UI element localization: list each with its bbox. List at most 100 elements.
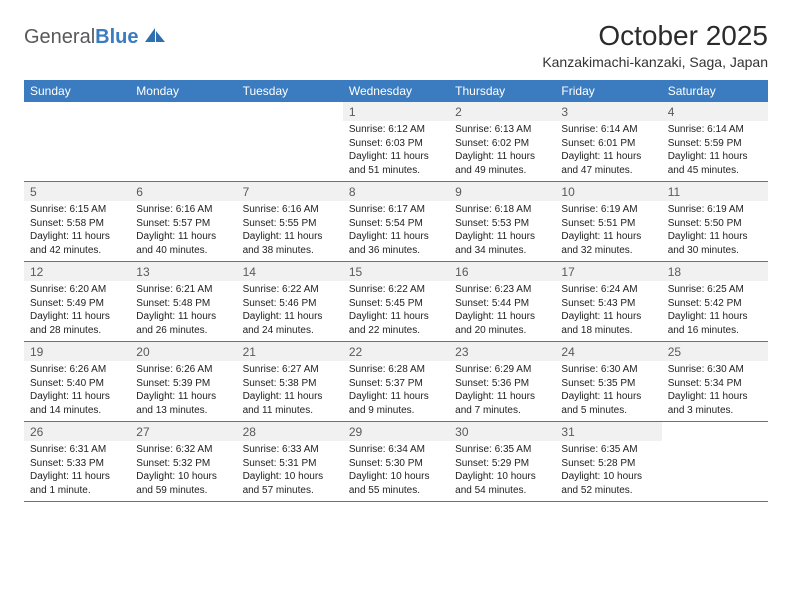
daylight-text: Daylight: 11 hours and 14 minutes. bbox=[30, 390, 124, 417]
day-info: Sunrise: 6:34 AMSunset: 5:30 PMDaylight:… bbox=[343, 441, 449, 501]
sunset-text: Sunset: 5:34 PM bbox=[668, 377, 762, 391]
sunrise-text: Sunrise: 6:24 AM bbox=[561, 283, 655, 297]
day-cell: 1Sunrise: 6:12 AMSunset: 6:03 PMDaylight… bbox=[343, 102, 449, 181]
daylight-text: Daylight: 10 hours and 54 minutes. bbox=[455, 470, 549, 497]
sunrise-text: Sunrise: 6:15 AM bbox=[30, 203, 124, 217]
day-number: 4 bbox=[662, 102, 768, 121]
day-cell: 19Sunrise: 6:26 AMSunset: 5:40 PMDayligh… bbox=[24, 342, 130, 421]
day-cell: 27Sunrise: 6:32 AMSunset: 5:32 PMDayligh… bbox=[130, 422, 236, 501]
sunset-text: Sunset: 5:28 PM bbox=[561, 457, 655, 471]
daylight-text: Daylight: 10 hours and 57 minutes. bbox=[243, 470, 337, 497]
sunset-text: Sunset: 5:30 PM bbox=[349, 457, 443, 471]
sunset-text: Sunset: 6:01 PM bbox=[561, 137, 655, 151]
day-number: 7 bbox=[237, 182, 343, 201]
daylight-text: Daylight: 11 hours and 7 minutes. bbox=[455, 390, 549, 417]
day-info: Sunrise: 6:13 AMSunset: 6:02 PMDaylight:… bbox=[449, 121, 555, 181]
day-number: 26 bbox=[24, 422, 130, 441]
day-cell: 15Sunrise: 6:22 AMSunset: 5:45 PMDayligh… bbox=[343, 262, 449, 341]
day-header: Thursday bbox=[449, 80, 555, 102]
daylight-text: Daylight: 11 hours and 22 minutes. bbox=[349, 310, 443, 337]
sunset-text: Sunset: 5:54 PM bbox=[349, 217, 443, 231]
day-cell: 31Sunrise: 6:35 AMSunset: 5:28 PMDayligh… bbox=[555, 422, 661, 501]
day-info: Sunrise: 6:30 AMSunset: 5:34 PMDaylight:… bbox=[662, 361, 768, 421]
header-bar: GeneralBlue October 2025 Kanzakimachi-ka… bbox=[24, 20, 768, 70]
sunset-text: Sunset: 5:35 PM bbox=[561, 377, 655, 391]
day-cell: 8Sunrise: 6:17 AMSunset: 5:54 PMDaylight… bbox=[343, 182, 449, 261]
sunset-text: Sunset: 5:37 PM bbox=[349, 377, 443, 391]
day-cell: 30Sunrise: 6:35 AMSunset: 5:29 PMDayligh… bbox=[449, 422, 555, 501]
day-cell: 28Sunrise: 6:33 AMSunset: 5:31 PMDayligh… bbox=[237, 422, 343, 501]
calendar-grid: SundayMondayTuesdayWednesdayThursdayFrid… bbox=[24, 80, 768, 502]
day-header-row: SundayMondayTuesdayWednesdayThursdayFrid… bbox=[24, 80, 768, 102]
week-row: 26Sunrise: 6:31 AMSunset: 5:33 PMDayligh… bbox=[24, 422, 768, 502]
day-cell: 10Sunrise: 6:19 AMSunset: 5:51 PMDayligh… bbox=[555, 182, 661, 261]
day-info: Sunrise: 6:27 AMSunset: 5:38 PMDaylight:… bbox=[237, 361, 343, 421]
month-title: October 2025 bbox=[542, 20, 768, 52]
sunrise-text: Sunrise: 6:31 AM bbox=[30, 443, 124, 457]
day-header: Wednesday bbox=[343, 80, 449, 102]
day-info: Sunrise: 6:14 AMSunset: 5:59 PMDaylight:… bbox=[662, 121, 768, 181]
day-info: Sunrise: 6:17 AMSunset: 5:54 PMDaylight:… bbox=[343, 201, 449, 261]
daylight-text: Daylight: 11 hours and 20 minutes. bbox=[455, 310, 549, 337]
sail-icon bbox=[143, 26, 167, 49]
day-cell: 26Sunrise: 6:31 AMSunset: 5:33 PMDayligh… bbox=[24, 422, 130, 501]
sunrise-text: Sunrise: 6:29 AM bbox=[455, 363, 549, 377]
daylight-text: Daylight: 11 hours and 18 minutes. bbox=[561, 310, 655, 337]
location-text: Kanzakimachi-kanzaki, Saga, Japan bbox=[542, 54, 768, 70]
sunset-text: Sunset: 5:59 PM bbox=[668, 137, 762, 151]
day-cell: 29Sunrise: 6:34 AMSunset: 5:30 PMDayligh… bbox=[343, 422, 449, 501]
daylight-text: Daylight: 11 hours and 49 minutes. bbox=[455, 150, 549, 177]
day-number: 21 bbox=[237, 342, 343, 361]
daylight-text: Daylight: 11 hours and 42 minutes. bbox=[30, 230, 124, 257]
week-row: 1Sunrise: 6:12 AMSunset: 6:03 PMDaylight… bbox=[24, 102, 768, 182]
day-info: Sunrise: 6:12 AMSunset: 6:03 PMDaylight:… bbox=[343, 121, 449, 181]
sunrise-text: Sunrise: 6:30 AM bbox=[668, 363, 762, 377]
sunrise-text: Sunrise: 6:28 AM bbox=[349, 363, 443, 377]
sunrise-text: Sunrise: 6:20 AM bbox=[30, 283, 124, 297]
daylight-text: Daylight: 11 hours and 1 minute. bbox=[30, 470, 124, 497]
day-number: 20 bbox=[130, 342, 236, 361]
sunset-text: Sunset: 5:31 PM bbox=[243, 457, 337, 471]
sunset-text: Sunset: 5:48 PM bbox=[136, 297, 230, 311]
week-row: 5Sunrise: 6:15 AMSunset: 5:58 PMDaylight… bbox=[24, 182, 768, 262]
brand-text: GeneralBlue bbox=[24, 26, 139, 49]
sunrise-text: Sunrise: 6:19 AM bbox=[561, 203, 655, 217]
day-number: 12 bbox=[24, 262, 130, 281]
day-number: 17 bbox=[555, 262, 661, 281]
sunrise-text: Sunrise: 6:23 AM bbox=[455, 283, 549, 297]
day-info: Sunrise: 6:15 AMSunset: 5:58 PMDaylight:… bbox=[24, 201, 130, 261]
sunrise-text: Sunrise: 6:26 AM bbox=[30, 363, 124, 377]
sunrise-text: Sunrise: 6:12 AM bbox=[349, 123, 443, 137]
day-cell: 6Sunrise: 6:16 AMSunset: 5:57 PMDaylight… bbox=[130, 182, 236, 261]
sunset-text: Sunset: 5:51 PM bbox=[561, 217, 655, 231]
day-number: 24 bbox=[555, 342, 661, 361]
daylight-text: Daylight: 10 hours and 52 minutes. bbox=[561, 470, 655, 497]
day-cell: 13Sunrise: 6:21 AMSunset: 5:48 PMDayligh… bbox=[130, 262, 236, 341]
day-info: Sunrise: 6:29 AMSunset: 5:36 PMDaylight:… bbox=[449, 361, 555, 421]
day-info: Sunrise: 6:22 AMSunset: 5:46 PMDaylight:… bbox=[237, 281, 343, 341]
day-cell: 11Sunrise: 6:19 AMSunset: 5:50 PMDayligh… bbox=[662, 182, 768, 261]
sunrise-text: Sunrise: 6:14 AM bbox=[561, 123, 655, 137]
day-cell: 4Sunrise: 6:14 AMSunset: 5:59 PMDaylight… bbox=[662, 102, 768, 181]
daylight-text: Daylight: 11 hours and 28 minutes. bbox=[30, 310, 124, 337]
sunrise-text: Sunrise: 6:19 AM bbox=[668, 203, 762, 217]
weeks-container: 1Sunrise: 6:12 AMSunset: 6:03 PMDaylight… bbox=[24, 102, 768, 502]
sunrise-text: Sunrise: 6:14 AM bbox=[668, 123, 762, 137]
day-header: Saturday bbox=[662, 80, 768, 102]
sunset-text: Sunset: 5:43 PM bbox=[561, 297, 655, 311]
day-number: 9 bbox=[449, 182, 555, 201]
day-number: 8 bbox=[343, 182, 449, 201]
sunrise-text: Sunrise: 6:26 AM bbox=[136, 363, 230, 377]
daylight-text: Daylight: 11 hours and 13 minutes. bbox=[136, 390, 230, 417]
day-number: 22 bbox=[343, 342, 449, 361]
day-cell: 20Sunrise: 6:26 AMSunset: 5:39 PMDayligh… bbox=[130, 342, 236, 421]
day-info: Sunrise: 6:16 AMSunset: 5:57 PMDaylight:… bbox=[130, 201, 236, 261]
daylight-text: Daylight: 11 hours and 30 minutes. bbox=[668, 230, 762, 257]
daylight-text: Daylight: 11 hours and 26 minutes. bbox=[136, 310, 230, 337]
sunset-text: Sunset: 5:57 PM bbox=[136, 217, 230, 231]
day-number: 11 bbox=[662, 182, 768, 201]
day-number: 15 bbox=[343, 262, 449, 281]
title-block: October 2025 Kanzakimachi-kanzaki, Saga,… bbox=[542, 20, 768, 70]
sunrise-text: Sunrise: 6:35 AM bbox=[455, 443, 549, 457]
sunset-text: Sunset: 5:45 PM bbox=[349, 297, 443, 311]
